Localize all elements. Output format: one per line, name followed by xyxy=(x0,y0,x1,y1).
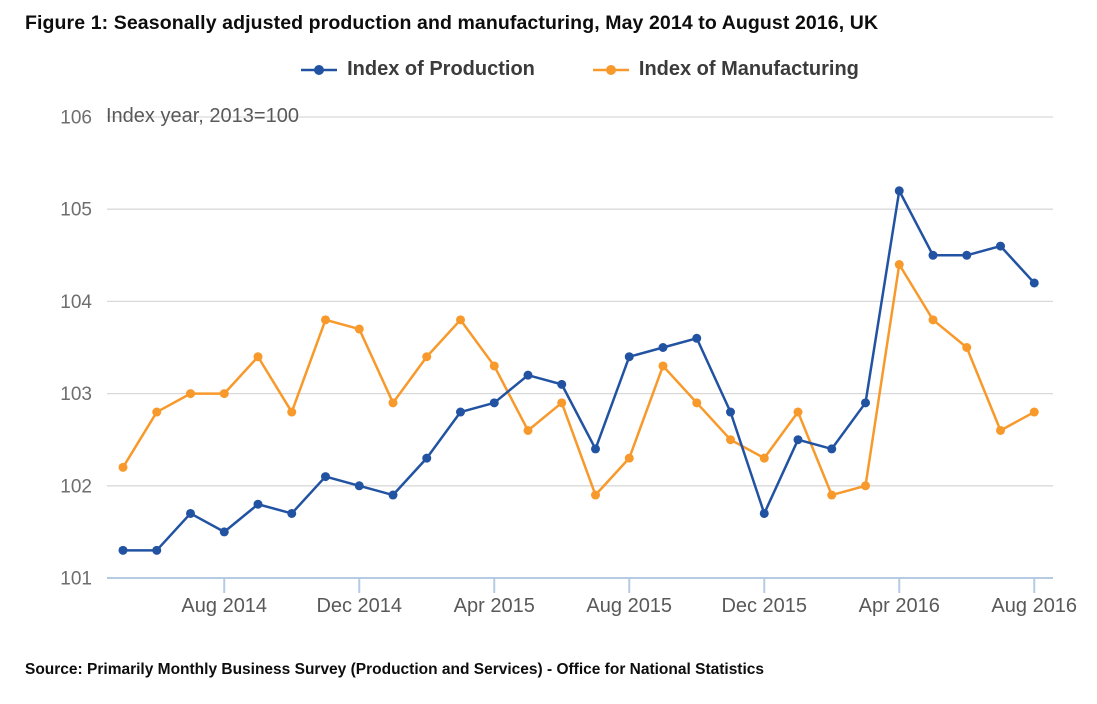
manufacturing-data-point-apr-2015 xyxy=(489,361,499,371)
manufacturing-data-point-aug-2016 xyxy=(1029,407,1039,417)
production-data-point-jan-2016 xyxy=(793,435,803,445)
manufacturing-data-point-mar-2016 xyxy=(861,481,870,491)
production-line-marker-icon xyxy=(301,64,338,75)
manufacturing-data-point-jan-2015 xyxy=(388,398,398,408)
figure-title: Figure 1: Seasonally adjusted production… xyxy=(25,12,879,34)
x-axis-tick-label: Aug 2015 xyxy=(586,595,672,617)
manufacturing-data-point-jun-2014 xyxy=(152,407,162,417)
production-data-point-jul-2014 xyxy=(186,508,195,518)
manufacturing-data-point-jul-2016 xyxy=(996,425,1005,435)
legend-item-production: Index of Production xyxy=(301,58,535,81)
manufacturing-data-point-aug-2014 xyxy=(219,389,229,399)
production-data-point-sep-2014 xyxy=(253,499,263,509)
manufacturing-line-marker-icon xyxy=(592,64,629,75)
y-axis-tick-label: 101 xyxy=(60,569,92,590)
legend-item-manufacturing: Index of Manufacturing xyxy=(592,58,859,81)
production-data-point-may-2014 xyxy=(118,545,128,555)
y-axis-tick-label: 103 xyxy=(60,384,92,405)
production-data-point-mar-2015 xyxy=(456,407,465,417)
production-data-point-aug-2016 xyxy=(1029,278,1039,288)
chart-legend: Index of Production Index of Manufacturi… xyxy=(107,58,1053,81)
manufacturing-data-point-jun-2015 xyxy=(557,398,567,408)
production-data-point-jul-2015 xyxy=(591,444,600,454)
source-note: Source: Primarily Monthly Business Surve… xyxy=(25,661,765,678)
legend-label-manufacturing: Index of Manufacturing xyxy=(638,58,859,80)
manufacturing-data-point-jun-2016 xyxy=(962,343,972,352)
production-data-point-jun-2016 xyxy=(962,250,972,260)
manufacturing-data-point-dec-2014 xyxy=(354,324,364,334)
manufacturing-data-point-may-2015 xyxy=(523,425,533,435)
manufacturing-data-point-sep-2014 xyxy=(253,352,263,362)
manufacturing-data-point-jan-2016 xyxy=(793,407,803,417)
manufacturing-series-line xyxy=(121,263,1036,497)
x-axis-tick-label: Dec 2015 xyxy=(721,595,807,617)
manufacturing-data-point-oct-2015 xyxy=(692,398,702,408)
y-axis-tick-label: 106 xyxy=(60,108,92,129)
y-axis-tick-label: 105 xyxy=(60,200,92,221)
production-data-point-jan-2015 xyxy=(388,490,398,500)
manufacturing-data-point-feb-2016 xyxy=(827,490,837,500)
y-axis-tick-label: 104 xyxy=(60,292,92,313)
production-data-point-feb-2015 xyxy=(422,453,432,463)
x-axis-tick-label: Aug 2014 xyxy=(181,595,267,617)
production-data-point-dec-2015 xyxy=(759,508,769,518)
production-data-point-dec-2014 xyxy=(354,481,364,491)
legend-label-production: Index of Production xyxy=(347,58,535,80)
production-data-point-jul-2016 xyxy=(996,241,1005,251)
manufacturing-data-point-aug-2015 xyxy=(624,453,634,463)
manufacturing-data-point-mar-2015 xyxy=(456,315,465,325)
production-data-point-aug-2014 xyxy=(219,527,229,537)
manufacturing-data-point-may-2014 xyxy=(118,462,128,472)
production-data-point-sep-2015 xyxy=(658,343,668,352)
production-data-point-may-2016 xyxy=(928,250,938,260)
production-data-point-feb-2016 xyxy=(827,444,837,454)
production-data-point-may-2015 xyxy=(523,370,533,380)
manufacturing-data-point-feb-2015 xyxy=(422,352,432,362)
y-axis-tick-label: 102 xyxy=(60,476,92,497)
production-data-point-jun-2014 xyxy=(152,545,162,555)
manufacturing-data-point-may-2016 xyxy=(928,315,938,325)
production-data-point-nov-2014 xyxy=(321,472,330,482)
production-data-point-mar-2016 xyxy=(861,398,870,408)
manufacturing-data-point-oct-2014 xyxy=(287,407,297,417)
manufacturing-data-point-jul-2014 xyxy=(186,389,195,399)
production-data-point-apr-2016 xyxy=(894,186,904,196)
chart-subtitle: Index year, 2013=100 xyxy=(106,105,299,127)
production-data-point-nov-2015 xyxy=(726,407,735,417)
x-axis-tick-label: Aug 2016 xyxy=(991,595,1077,617)
manufacturing-data-point-sep-2015 xyxy=(658,361,668,371)
manufacturing-data-point-apr-2016 xyxy=(894,260,904,270)
manufacturing-data-point-jul-2015 xyxy=(591,490,600,500)
production-data-point-oct-2015 xyxy=(692,333,702,343)
manufacturing-data-point-nov-2015 xyxy=(726,435,735,445)
manufacturing-data-point-dec-2015 xyxy=(759,453,769,463)
production-data-point-aug-2015 xyxy=(624,352,634,362)
manufacturing-data-point-nov-2014 xyxy=(321,315,330,325)
production-data-point-apr-2015 xyxy=(489,398,499,408)
production-series-line xyxy=(121,189,1036,552)
x-axis-tick-label: Apr 2015 xyxy=(454,595,535,617)
x-axis-tick-label: Dec 2014 xyxy=(316,595,402,617)
production-data-point-jun-2015 xyxy=(557,379,567,389)
production-data-point-oct-2014 xyxy=(287,508,297,518)
x-axis-tick-label: Apr 2016 xyxy=(859,595,940,617)
